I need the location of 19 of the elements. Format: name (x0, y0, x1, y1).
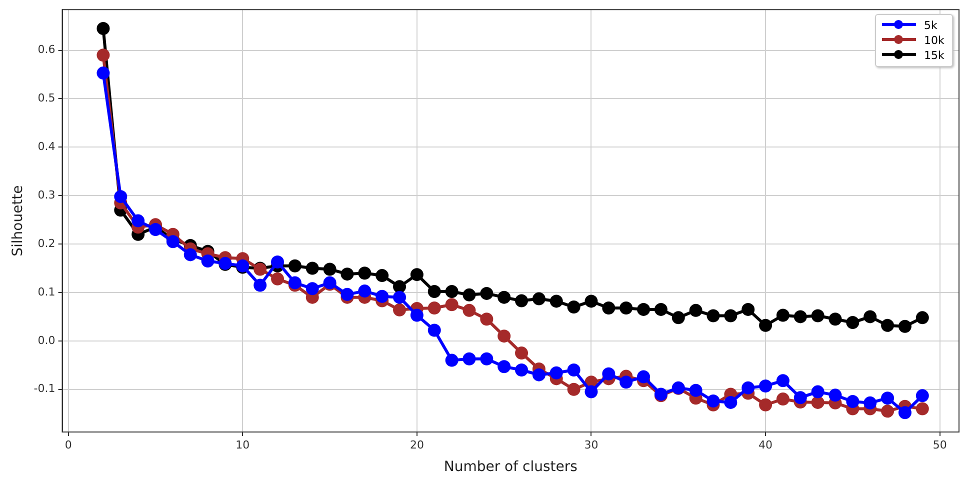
x-tick-label: 30 (584, 438, 598, 452)
x-tick-label: 50 (932, 438, 947, 452)
legend-label: 10k (924, 34, 944, 47)
x-axis-title: Number of clusters (444, 459, 578, 476)
x-tick-label: 10 (236, 438, 250, 452)
y-tick-label: 0.2 (38, 236, 56, 250)
y-tick-label: 0.0 (38, 334, 56, 347)
y-tick-label: -0.1 (34, 382, 56, 396)
y-tick-label: 0.1 (38, 285, 56, 298)
y-tick-label: 0.5 (38, 92, 56, 105)
y-tick-label: 0.3 (38, 188, 56, 202)
y-tick-label: 0.4 (38, 140, 56, 154)
x-tick-label: 20 (410, 438, 424, 452)
x-tick-label: 40 (758, 438, 773, 452)
legend-label: 15k (924, 48, 944, 62)
y-axis-title: Silhouette (10, 185, 26, 256)
x-tick-label: 0 (64, 438, 72, 452)
y-tick-label: 0.6 (38, 43, 56, 56)
legend-label: 5k (924, 18, 938, 32)
